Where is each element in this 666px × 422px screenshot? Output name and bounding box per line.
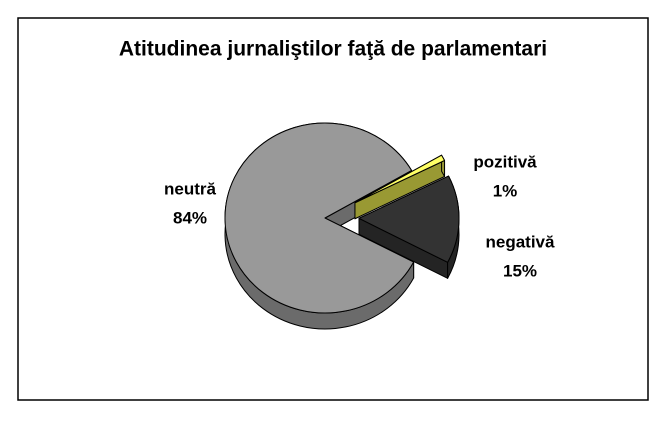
slice-top: [354, 154, 446, 204]
slice-value-label: 84%: [173, 208, 207, 227]
pie-slice: [358, 175, 460, 279]
slice-label: pozitivă: [473, 152, 537, 171]
slice-value-label: 15%: [503, 261, 537, 280]
slice-top: [358, 175, 460, 263]
slice-value-label: 1%: [493, 181, 518, 200]
slice-label: negativă: [486, 232, 556, 251]
pie-slice: [354, 154, 446, 220]
slice-label: neutră: [164, 179, 217, 198]
slice-top: [224, 122, 415, 314]
chart-title: Atitudinea jurnaliştilor faţă de parlame…: [119, 38, 547, 61]
